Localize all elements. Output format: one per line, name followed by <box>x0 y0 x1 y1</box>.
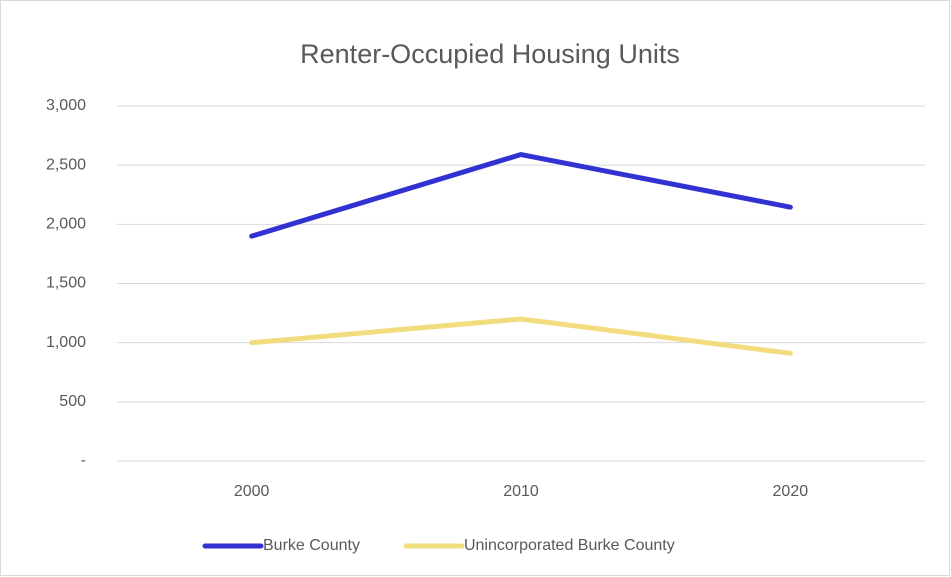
y-tick-label: - <box>81 452 86 469</box>
chart-title: Renter-Occupied Housing Units <box>300 39 680 69</box>
y-tick-label: 2,000 <box>46 216 86 233</box>
legend-label: Unincorporated Burke County <box>464 537 675 554</box>
x-tick-label: 2020 <box>773 483 809 500</box>
series-line <box>249 152 793 239</box>
y-tick-label: 1,500 <box>46 275 86 292</box>
series-line <box>249 316 793 356</box>
y-tick-label: 2,500 <box>46 156 86 173</box>
x-tick-label: 2010 <box>503 483 539 500</box>
y-tick-label: 3,000 <box>46 97 86 114</box>
x-tick-label: 2000 <box>234 483 270 500</box>
y-tick-label: 500 <box>59 393 86 410</box>
legend-label: Burke County <box>263 537 360 554</box>
y-tick-label: 1,000 <box>46 334 86 351</box>
